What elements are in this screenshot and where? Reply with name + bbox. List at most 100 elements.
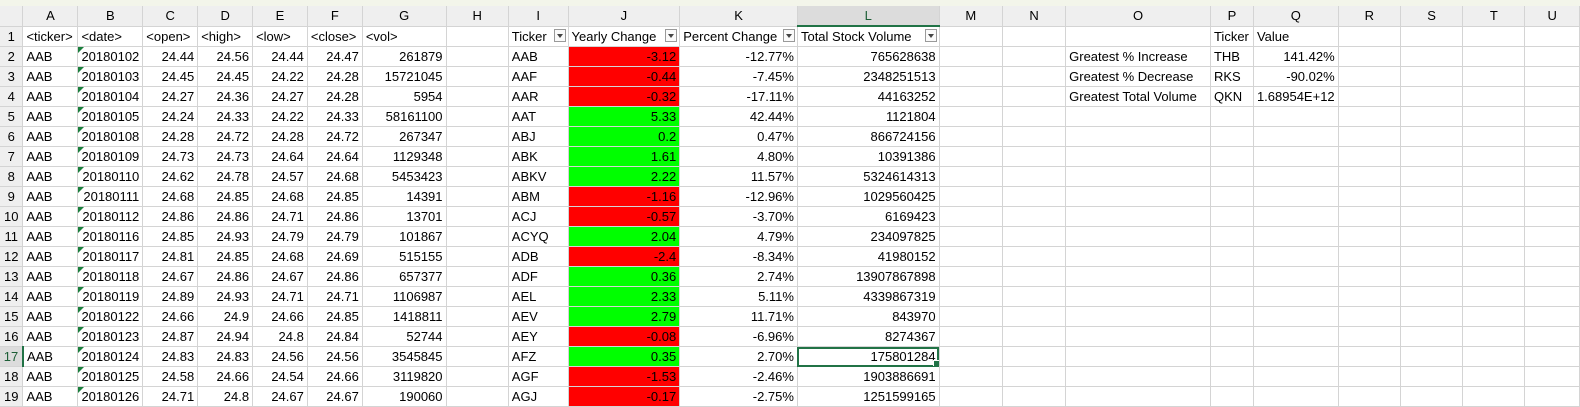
- cell-g4[interactable]: 5954: [362, 86, 447, 107]
- cell-n13[interactable]: [1002, 266, 1067, 287]
- column-header-u[interactable]: U: [1524, 6, 1580, 27]
- cell-g13[interactable]: 657377: [362, 266, 447, 287]
- cell-d2[interactable]: 24.56: [197, 46, 254, 67]
- cell-a2[interactable]: AAB: [22, 46, 79, 67]
- cell-a17[interactable]: AAB: [22, 346, 79, 367]
- cell-q13[interactable]: [1253, 266, 1339, 287]
- cell-f12[interactable]: 24.69: [307, 246, 363, 267]
- cell-m12[interactable]: [939, 246, 1003, 267]
- cell-n1[interactable]: [1002, 26, 1067, 47]
- cell-q12[interactable]: [1253, 246, 1339, 267]
- cell-a5[interactable]: AAB: [22, 106, 79, 127]
- cell-t8[interactable]: [1462, 166, 1526, 187]
- cell-l8[interactable]: 5324614313: [797, 166, 940, 187]
- cell-s11[interactable]: [1400, 226, 1464, 247]
- row-header-10[interactable]: 10: [0, 206, 24, 227]
- cell-u17[interactable]: [1524, 346, 1580, 367]
- cell-f3[interactable]: 24.28: [307, 66, 363, 87]
- cell-m13[interactable]: [939, 266, 1003, 287]
- cell-k7[interactable]: 4.80%: [679, 146, 798, 167]
- cell-k17[interactable]: 2.70%: [679, 346, 798, 367]
- cell-i13[interactable]: ADF: [508, 266, 569, 287]
- cell-b10[interactable]: 20180112: [77, 206, 144, 227]
- cell-t19[interactable]: [1462, 386, 1526, 407]
- column-header-n[interactable]: N: [1002, 6, 1067, 27]
- cell-p9[interactable]: [1210, 186, 1254, 207]
- cell-t1[interactable]: [1462, 26, 1526, 47]
- cell-i10[interactable]: ACJ: [508, 206, 569, 227]
- cell-e17[interactable]: 24.56: [252, 346, 308, 367]
- cell-k15[interactable]: 11.71%: [679, 306, 798, 327]
- cell-p2[interactable]: THB: [1210, 46, 1254, 67]
- cell-r19[interactable]: [1338, 386, 1401, 407]
- cell-m1[interactable]: [939, 26, 1003, 47]
- cell-n14[interactable]: [1002, 286, 1067, 307]
- cell-m10[interactable]: [939, 206, 1003, 227]
- cell-d9[interactable]: 24.85: [197, 186, 254, 207]
- cell-a16[interactable]: AAB: [22, 326, 79, 347]
- cell-q3[interactable]: -90.02%: [1253, 66, 1339, 87]
- cell-d1[interactable]: <high>: [197, 26, 254, 47]
- cell-b2[interactable]: 20180102: [77, 46, 144, 67]
- cell-i5[interactable]: AAT: [508, 106, 569, 127]
- cell-g12[interactable]: 515155: [362, 246, 447, 267]
- cell-q17[interactable]: [1253, 346, 1339, 367]
- cell-o14[interactable]: [1065, 286, 1211, 307]
- cell-t11[interactable]: [1462, 226, 1526, 247]
- cell-h14[interactable]: [446, 286, 509, 307]
- cell-r10[interactable]: [1338, 206, 1401, 227]
- cell-j18[interactable]: -1.53: [568, 366, 681, 387]
- cell-r18[interactable]: [1338, 366, 1401, 387]
- cell-c6[interactable]: 24.28: [142, 126, 199, 147]
- cell-u1[interactable]: [1524, 26, 1580, 47]
- cell-i8[interactable]: ABKV: [508, 166, 569, 187]
- column-header-f[interactable]: F: [307, 6, 363, 27]
- cell-o8[interactable]: [1065, 166, 1211, 187]
- cell-i17[interactable]: AFZ: [508, 346, 569, 367]
- cell-o9[interactable]: [1065, 186, 1211, 207]
- cell-m4[interactable]: [939, 86, 1003, 107]
- cell-n3[interactable]: [1002, 66, 1067, 87]
- cell-k16[interactable]: -6.96%: [679, 326, 798, 347]
- cell-q8[interactable]: [1253, 166, 1339, 187]
- cell-r5[interactable]: [1338, 106, 1401, 127]
- cell-k10[interactable]: -3.70%: [679, 206, 798, 227]
- cell-b1[interactable]: <date>: [77, 26, 144, 47]
- cell-g3[interactable]: 15721045: [362, 66, 447, 87]
- row-header-2[interactable]: 2: [0, 46, 24, 67]
- cell-s18[interactable]: [1400, 366, 1464, 387]
- cell-e11[interactable]: 24.79: [252, 226, 308, 247]
- cell-t2[interactable]: [1462, 46, 1526, 67]
- cell-i18[interactable]: AGF: [508, 366, 569, 387]
- cell-d10[interactable]: 24.86: [197, 206, 254, 227]
- cell-u19[interactable]: [1524, 386, 1580, 407]
- column-header-o[interactable]: O: [1065, 6, 1211, 27]
- cell-p17[interactable]: [1210, 346, 1254, 367]
- row-header-5[interactable]: 5: [0, 106, 24, 127]
- cell-n15[interactable]: [1002, 306, 1067, 327]
- cell-a3[interactable]: AAB: [22, 66, 79, 87]
- cell-p19[interactable]: [1210, 386, 1254, 407]
- cell-q15[interactable]: [1253, 306, 1339, 327]
- cell-e1[interactable]: <low>: [252, 26, 308, 47]
- cell-q10[interactable]: [1253, 206, 1339, 227]
- cell-k3[interactable]: -7.45%: [679, 66, 798, 87]
- column-header-m[interactable]: M: [939, 6, 1003, 27]
- cell-k2[interactable]: -12.77%: [679, 46, 798, 67]
- cell-p1[interactable]: Ticker: [1210, 26, 1254, 47]
- cell-o19[interactable]: [1065, 386, 1211, 407]
- cell-b19[interactable]: 20180126: [77, 386, 144, 407]
- cell-l12[interactable]: 41980152: [797, 246, 940, 267]
- cell-b4[interactable]: 20180104: [77, 86, 144, 107]
- cell-c4[interactable]: 24.27: [142, 86, 199, 107]
- cell-d16[interactable]: 24.94: [197, 326, 254, 347]
- cell-f15[interactable]: 24.85: [307, 306, 363, 327]
- cell-f6[interactable]: 24.72: [307, 126, 363, 147]
- cell-a8[interactable]: AAB: [22, 166, 79, 187]
- cell-d8[interactable]: 24.78: [197, 166, 254, 187]
- cell-s9[interactable]: [1400, 186, 1464, 207]
- cell-s19[interactable]: [1400, 386, 1464, 407]
- cell-m2[interactable]: [939, 46, 1003, 67]
- cell-i2[interactable]: AAB: [508, 46, 569, 67]
- cell-a13[interactable]: AAB: [22, 266, 79, 287]
